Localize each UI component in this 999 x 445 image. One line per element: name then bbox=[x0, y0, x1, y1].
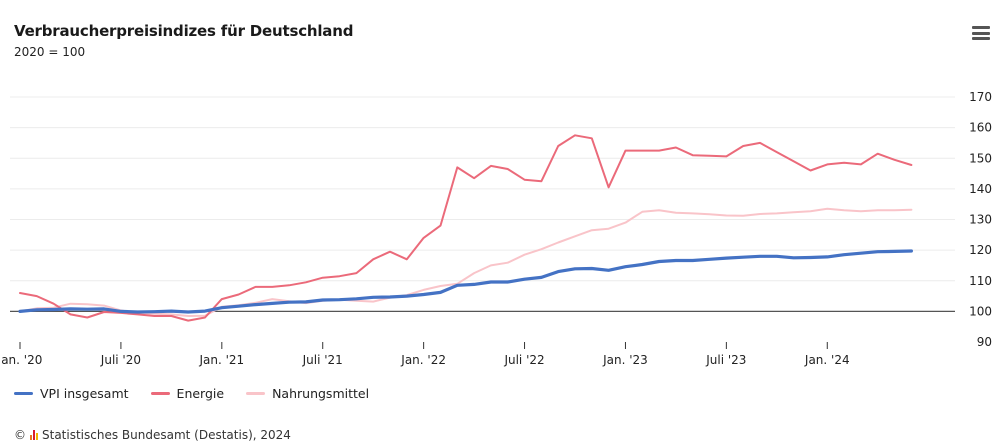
legend-item-nahrungsmittel[interactable]: Nahrungsmittel bbox=[246, 386, 369, 401]
x-tick-label-2023-07: Juli '23 bbox=[705, 353, 746, 367]
x-tick-label-2020-07: Juli '20 bbox=[100, 353, 141, 367]
x-tick-label-2021-07: Juli '21 bbox=[302, 353, 343, 367]
copyright-symbol: © bbox=[14, 428, 26, 442]
legend: VPI insgesamt Energie Nahrungsmittel bbox=[14, 386, 369, 401]
legend-swatch-energie bbox=[150, 392, 170, 395]
grid-lines bbox=[10, 96, 955, 282]
y-tick-label-150: 150 bbox=[969, 151, 992, 165]
y-tick-label-160: 160 bbox=[969, 121, 992, 135]
hamburger-menu-icon[interactable] bbox=[972, 26, 990, 40]
y-tick-label-110: 110 bbox=[969, 274, 992, 288]
legend-label-nahrungsmittel: Nahrungsmittel bbox=[272, 386, 370, 401]
chart-title: Verbraucherpreisindizes für Deutschland bbox=[14, 22, 354, 40]
x-tick-label-2021-01: Jan. '21 bbox=[198, 353, 244, 367]
y-axis: 90 100 110 120 130 140 150 160 170 bbox=[969, 90, 992, 349]
series-lines bbox=[18, 134, 913, 322]
x-tick-label-2020-01: Jan. '20 bbox=[0, 353, 42, 367]
legend-swatch-nahrungsmittel bbox=[246, 392, 266, 395]
x-axis: Jan. '20 Juli '20 Jan. '21 Juli '21 Jan. '22… bbox=[0, 342, 850, 367]
credits: © Statistisches Bundesamt (Destatis), 20… bbox=[14, 428, 291, 442]
legend-swatch-vpi bbox=[14, 392, 33, 395]
series-line-nahrungsmittel[interactable] bbox=[19, 207, 913, 317]
chart-subtitle: 2020 = 100 bbox=[14, 45, 86, 59]
x-tick-label-2023-01: Jan. '23 bbox=[602, 353, 648, 367]
legend-label-energie: Energie bbox=[176, 386, 225, 401]
series-line-vpi-insgesamt[interactable] bbox=[18, 249, 913, 314]
x-tick-label-2024-01: Jan. '24 bbox=[804, 353, 850, 367]
y-tick-label-170: 170 bbox=[969, 90, 992, 104]
y-tick-label-100: 100 bbox=[969, 304, 992, 318]
y-tick-label-140: 140 bbox=[969, 182, 992, 196]
credits-text: Statistisches Bundesamt (Destatis), 2024 bbox=[42, 428, 291, 442]
series-line-energie[interactable] bbox=[19, 134, 913, 322]
destatis-logo-icon bbox=[30, 430, 38, 440]
legend-item-vpi[interactable]: VPI insgesamt bbox=[14, 386, 129, 401]
y-tick-label-120: 120 bbox=[969, 243, 992, 257]
y-tick-label-90: 90 bbox=[977, 335, 992, 349]
legend-item-energie[interactable]: Energie bbox=[150, 386, 225, 401]
x-tick-label-2022-01: Jan. '22 bbox=[400, 353, 446, 367]
x-tick-label-2022-07: Juli '22 bbox=[503, 353, 544, 367]
y-tick-label-130: 130 bbox=[969, 213, 992, 227]
legend-label-vpi: VPI insgesamt bbox=[40, 386, 129, 401]
